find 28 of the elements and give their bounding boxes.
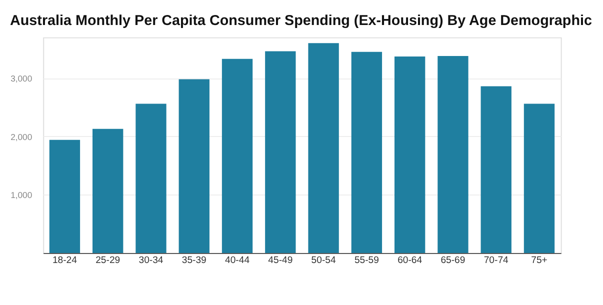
chart-title: Australia Monthly Per Capita Consumer Spending (Ex-Housing) By Age Demographic	[10, 12, 592, 29]
bar	[222, 58, 253, 254]
y-tick-label: 3,000	[10, 73, 32, 84]
x-tick-label: 60-64	[398, 255, 423, 266]
y-tick-label: 2,000	[10, 132, 32, 142]
x-tick-label: 18-24	[52, 255, 78, 266]
x-tick-label: 75+	[531, 255, 548, 266]
bar	[49, 140, 80, 254]
bar	[308, 43, 339, 254]
x-tick-label: 35-39	[182, 255, 206, 266]
x-tick-label: 50-54	[311, 255, 336, 266]
bar	[136, 104, 166, 254]
x-tick-label: 70-74	[484, 255, 510, 266]
bar	[438, 56, 468, 254]
bar	[394, 56, 426, 254]
x-tick-label: 45-49	[268, 255, 293, 266]
bar	[480, 86, 512, 254]
x-tick-label: 25-29	[96, 255, 120, 266]
bar	[178, 79, 210, 254]
y-tick-label: 1,000	[10, 190, 32, 200]
x-tick-label: 55-59	[354, 255, 379, 266]
x-tick-label: 40-44	[225, 255, 250, 266]
bar	[351, 52, 382, 254]
bar	[265, 51, 296, 254]
bar	[524, 104, 555, 254]
x-tick-label: 30-34	[138, 255, 164, 266]
bar	[92, 128, 124, 254]
x-tick-label: 65-69	[440, 255, 466, 266]
